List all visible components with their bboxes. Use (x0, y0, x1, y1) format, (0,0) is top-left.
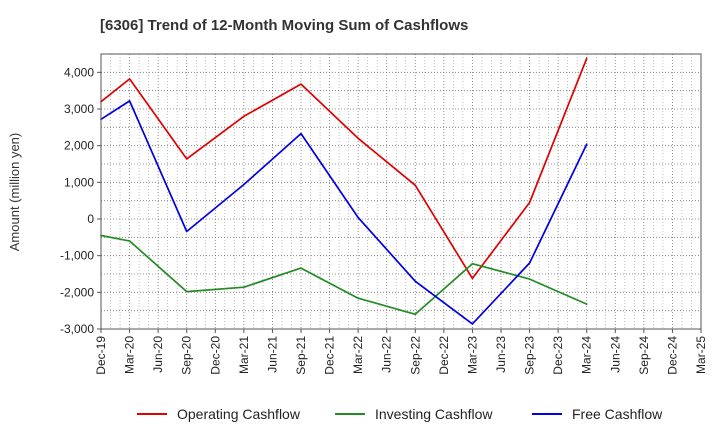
legend-label: Free Cashflow (572, 406, 663, 422)
x-tick-label: Sep-21 (294, 336, 308, 375)
x-tick-label: Mar-24 (580, 336, 594, 374)
x-tick-label: Mar-25 (694, 336, 708, 374)
x-tick-label: Jun-21 (265, 336, 279, 373)
series-line-investing-cashflow (100, 234, 588, 316)
y-tick-label: 3,000 (64, 102, 94, 116)
grid (100, 54, 702, 329)
y-tick-label: -3,000 (60, 322, 94, 336)
x-tick-label: Mar-22 (351, 336, 365, 374)
plot-frame (100, 53, 702, 330)
series-line-operating-cashflow (100, 57, 588, 280)
legend-item-operating-cashflow: Operating Cashflow (137, 406, 301, 422)
x-tick-label: Dec-21 (323, 336, 337, 375)
series-line-free-cashflow (100, 100, 588, 325)
legend-item-free-cashflow: Free Cashflow (532, 406, 663, 422)
y-tick-label: 1,000 (64, 175, 94, 189)
y-axis-label: Amount (million yen) (7, 133, 22, 252)
chart-title: [6306] Trend of 12-Month Moving Sum of C… (100, 17, 468, 34)
y-tick-label: -2,000 (60, 285, 94, 299)
x-tick-label: Dec-23 (551, 336, 565, 375)
x-tick-labels: Dec-19 Mar-20 Jun-20 Sep-20 Dec-20 Mar-21 Jun-… (94, 329, 708, 375)
x-tick-label: Mar-20 (123, 336, 137, 374)
y-tick-labels: -3,000 -2,000 -1,000 0 1,000 2,000 3,000 4,000 (60, 65, 101, 336)
legend-label: Investing Cashflow (375, 406, 493, 422)
y-tick-label: 4,000 (64, 65, 94, 79)
x-tick-label: Mar-21 (237, 336, 251, 374)
x-tick-label: Jun-24 (608, 336, 622, 373)
y-tick-label: 0 (87, 212, 94, 226)
x-tick-label: Dec-19 (94, 336, 108, 375)
x-tick-label: Sep-20 (180, 336, 194, 375)
y-tick-label: -1,000 (60, 249, 94, 263)
axes (100, 53, 702, 330)
legend-label: Operating Cashflow (177, 406, 301, 422)
plot-area (101, 54, 701, 329)
x-tick-label: Mar-23 (465, 336, 479, 374)
x-tick-label: Dec-20 (208, 336, 222, 375)
x-tick-label: Sep-23 (523, 336, 537, 375)
x-tick-label: Jun-22 (380, 336, 394, 373)
x-tick-label: Jun-23 (494, 336, 508, 373)
x-tick-label: Dec-22 (437, 336, 451, 375)
legend-item-investing-cashflow: Investing Cashflow (335, 406, 493, 422)
x-tick-label: Dec-24 (665, 336, 679, 375)
legend: Operating Cashflow Investing Cashflow Free… (137, 406, 663, 422)
series-lines (100, 57, 588, 325)
x-tick-label: Jun-20 (151, 336, 165, 373)
x-tick-label: Sep-22 (408, 336, 422, 375)
y-tick-label: 2,000 (64, 139, 94, 153)
x-tick-label: Sep-24 (637, 336, 651, 375)
